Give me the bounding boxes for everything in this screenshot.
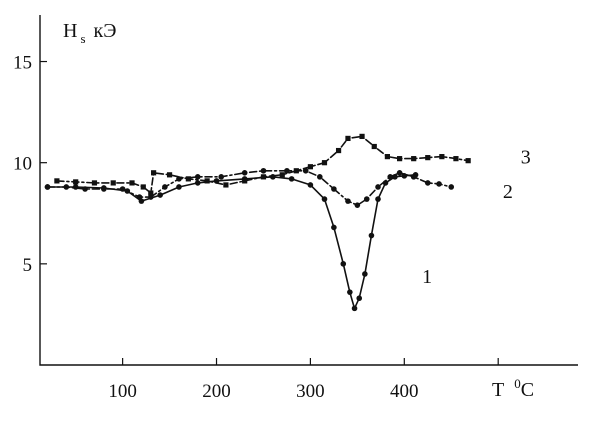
series-2-point-25 (436, 181, 442, 187)
series-3-point-8 (166, 172, 173, 178)
series-3-point-11 (223, 182, 229, 188)
series-2-point-26 (448, 184, 455, 190)
series-1-point-18 (356, 295, 363, 302)
series-3-point-1 (73, 179, 79, 185)
series-3-point-28 (465, 158, 471, 164)
series-2-point-20 (375, 184, 381, 190)
series-1-point-6 (176, 184, 182, 190)
series-2-point-0 (44, 184, 51, 190)
series-1-point-7 (194, 180, 201, 186)
series-3-point-22 (384, 154, 390, 160)
x-axis-title: T 0C (492, 376, 534, 401)
series-1-point-15 (340, 261, 347, 267)
series-1-point-13 (321, 196, 328, 202)
series-2-point-24 (424, 180, 431, 186)
series-1-point-12 (307, 182, 314, 188)
series-2-point-6 (147, 194, 154, 200)
series-1: 1 (44, 172, 432, 312)
x-tick-label-3: 400 (390, 381, 419, 402)
series-3-point-27 (453, 156, 459, 162)
series-3-point-7 (151, 170, 157, 176)
series-2-point-9 (194, 174, 201, 180)
series-3-point-24 (411, 156, 417, 162)
x-tick-label-1: 200 (202, 381, 231, 402)
series-2-point-23 (410, 174, 417, 180)
series-3-point-0 (54, 178, 60, 184)
series-2-point-17 (345, 198, 351, 204)
series-3-label: 3 (521, 147, 531, 169)
series-layer: 1 23 (44, 133, 531, 312)
series-1-point-14 (331, 224, 337, 231)
series-3-point-17 (321, 160, 328, 166)
series-2-point-11 (241, 170, 248, 176)
series-3-line (56, 135, 469, 194)
axis-lines (39, 15, 578, 366)
series-3-point-2 (91, 180, 98, 186)
series-3-point-4 (129, 180, 135, 186)
series-2-label: 2 (503, 181, 513, 203)
series-1-point-11 (288, 176, 295, 182)
ticks: 100 200 300 400 5 10 15 (13, 53, 499, 402)
series-3-point-20 (359, 133, 365, 139)
series-3-point-12 (242, 178, 248, 184)
series-2-point-13 (284, 167, 290, 174)
series-3-point-14 (279, 172, 285, 178)
series-2-point-3 (101, 186, 107, 192)
series-3-point-5 (140, 184, 146, 190)
series-3: 3 (54, 133, 531, 196)
series-3-point-23 (397, 156, 403, 162)
series-3-point-3 (110, 180, 116, 186)
series-1-point-5 (157, 192, 163, 198)
series-2-point-4 (119, 186, 126, 192)
series-3-point-9 (185, 176, 191, 182)
series-3-point-16 (307, 164, 314, 170)
series-2-point-12 (260, 167, 267, 174)
y-tick-label-1: 10 (13, 154, 32, 175)
series-3-point-15 (293, 168, 299, 174)
x-tick-label-2: 300 (296, 381, 325, 402)
series-2: 2 (44, 167, 513, 208)
series-3-point-25 (425, 155, 431, 161)
series-3-point-19 (345, 135, 351, 142)
series-3-point-21 (371, 143, 377, 150)
series-1-point-17 (351, 305, 358, 312)
axes (39, 15, 578, 366)
series-2-point-15 (316, 174, 323, 180)
series-3-point-13 (260, 174, 267, 180)
series-3-point-18 (335, 147, 342, 154)
series-2-point-19 (363, 196, 370, 202)
series-1-point-16 (347, 289, 353, 295)
series-2-point-22 (396, 170, 403, 176)
series-2-point-14 (302, 167, 309, 174)
series-1-point-19 (362, 271, 368, 277)
series-3-point-26 (439, 154, 445, 160)
y-tick-label-2: 15 (13, 53, 32, 74)
series-2-point-21 (387, 174, 394, 180)
series-1-point-20 (368, 232, 375, 239)
series-2-point-7 (162, 184, 168, 190)
series-3-point-10 (204, 178, 210, 184)
y-tick-label-0: 5 (23, 255, 33, 276)
series-2-point-1 (63, 184, 70, 190)
series-2-point-5 (136, 194, 143, 200)
series-2-point-10 (218, 174, 225, 180)
series-3-point-6 (148, 190, 154, 196)
series-1-line (46, 174, 417, 310)
series-2-point-16 (331, 186, 337, 192)
series-1-label: 1 (422, 266, 432, 288)
series-2-point-2 (82, 186, 88, 192)
series-2-point-18 (354, 202, 361, 208)
x-tick-label-0: 100 (108, 381, 137, 402)
series-1-point-21 (375, 196, 381, 202)
